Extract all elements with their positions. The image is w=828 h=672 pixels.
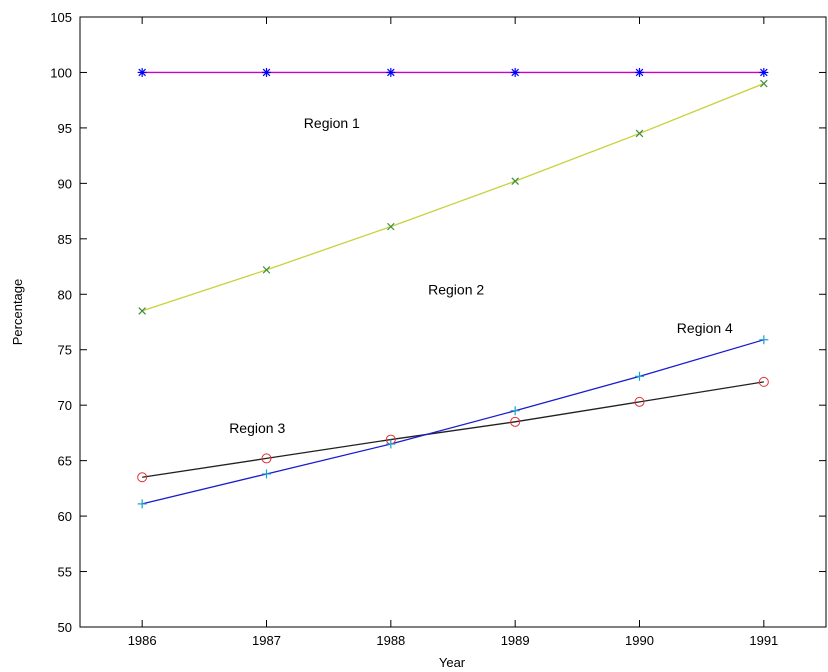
y-tick-label: 50 [58, 620, 72, 635]
series-4-point [137, 499, 147, 509]
y-tick-label: 75 [58, 343, 72, 358]
series-2-line [141, 82, 765, 312]
series-2-point [138, 307, 146, 315]
y-tick-label: 95 [58, 121, 72, 136]
series-4-point [262, 469, 271, 479]
series-markers [137, 67, 769, 509]
series-2-point [760, 79, 768, 88]
x-tick-label: 1989 [501, 633, 530, 648]
y-tick-label: 55 [58, 565, 72, 580]
series-4-point [635, 371, 644, 381]
y-tick-label: 60 [58, 509, 72, 524]
annotation-region-4: Region 4 [677, 320, 733, 336]
series-1-point [759, 67, 769, 77]
annotation-region-2: Region 2 [428, 281, 484, 297]
series-2-point [511, 177, 519, 185]
series-4-line [142, 339, 765, 505]
series-lines [141, 71, 765, 505]
series-1-point [635, 67, 644, 77]
annotations: Region 1 Region 2 Region 3 Region 4 [229, 115, 733, 436]
series-3-point [758, 376, 769, 387]
x-tick-label: 1988 [376, 633, 405, 648]
y-tick-label: 105 [50, 10, 72, 25]
series-2-point [387, 222, 395, 231]
y-tick-label: 100 [50, 65, 72, 80]
series-4-point [386, 439, 396, 449]
series-1-point [510, 67, 520, 77]
series-4-point [759, 335, 769, 345]
y-tick-label: 70 [58, 398, 72, 413]
y-axis-label: Percentage [10, 279, 25, 346]
x-tick-label: 1987 [252, 633, 281, 648]
plot-area [79, 16, 827, 628]
series-3-point [261, 453, 272, 464]
y-tick-label: 80 [58, 287, 72, 302]
series-1-point [262, 67, 271, 77]
series-2-point [635, 129, 644, 138]
series-3-point [510, 416, 521, 427]
series-1-point [386, 67, 396, 77]
x-tick-label: 1986 [128, 633, 157, 648]
series-4-point [510, 406, 520, 416]
axis-ticks: 1986 1987 1988 1989 1990 1991 50 55 60 65 70 75 80 85… [50, 10, 826, 648]
annotation-region-1: Region 1 [304, 115, 360, 131]
x-axis-label: Year [439, 655, 466, 670]
y-tick-label: 65 [58, 454, 72, 469]
series-3-point [137, 472, 148, 483]
annotation-region-3: Region 3 [229, 420, 285, 436]
y-tick-label: 85 [58, 232, 72, 247]
x-tick-label: 1991 [749, 633, 778, 648]
series-2-point [262, 266, 271, 274]
series-3-line [142, 381, 764, 478]
series-3-point [634, 396, 645, 407]
series-1-point [137, 67, 147, 77]
y-tick-label: 90 [58, 176, 72, 191]
x-tick-label: 1990 [625, 633, 654, 648]
